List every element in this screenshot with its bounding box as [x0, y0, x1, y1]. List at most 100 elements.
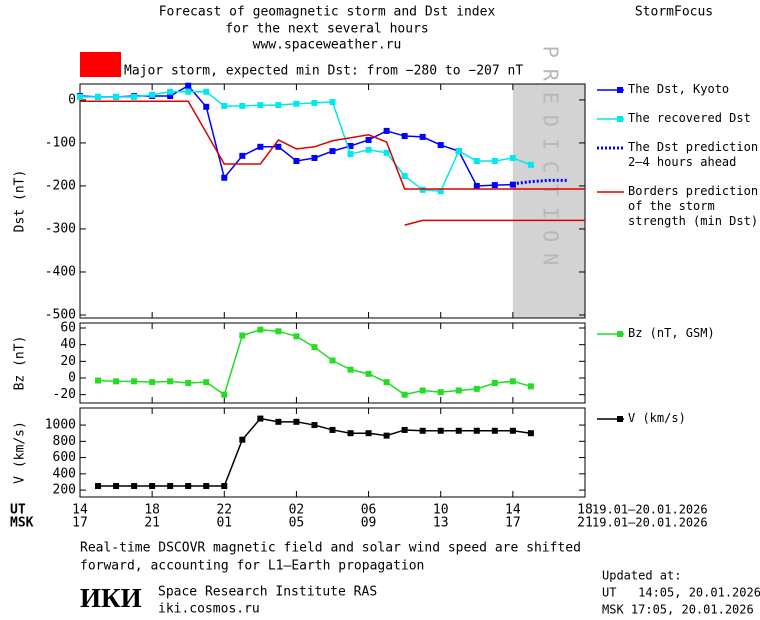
legend-label: The recovered Dst	[628, 111, 751, 125]
legend-label: Bz (nT, GSM)	[628, 326, 715, 340]
legend-label: Borders prediction of the storm strength…	[628, 184, 759, 228]
marker	[509, 154, 516, 161]
marker	[149, 379, 156, 386]
y-axis-title: Bz (nT)	[13, 336, 28, 391]
marker	[311, 422, 318, 429]
marker	[365, 430, 372, 437]
legend-marker	[617, 87, 623, 93]
marker	[491, 380, 498, 386]
marker	[383, 149, 390, 156]
marker	[203, 483, 210, 490]
y-tick-label: -200	[45, 178, 76, 193]
marker	[473, 385, 480, 392]
marker	[95, 93, 102, 100]
marker	[419, 133, 426, 140]
marker	[401, 173, 408, 180]
plot-frame	[79, 407, 586, 498]
marker	[455, 148, 462, 155]
marker	[437, 389, 444, 396]
marker	[311, 344, 318, 351]
marker	[257, 143, 264, 150]
marker	[113, 378, 120, 385]
x-tick-label: 14	[505, 503, 521, 518]
marker	[239, 436, 246, 443]
marker	[77, 93, 83, 100]
marker	[131, 93, 138, 100]
marker	[95, 377, 102, 384]
marker	[239, 102, 246, 109]
marker	[401, 133, 408, 140]
marker	[527, 430, 534, 437]
marker	[437, 142, 444, 149]
y-tick-label: 40	[60, 337, 76, 352]
title: www.spaceweather.ru	[253, 38, 402, 53]
marker	[149, 91, 156, 98]
x2-axis-title: MSK	[10, 516, 34, 531]
x2-tick-label: 21	[144, 516, 160, 531]
legend-label: The Dst, Kyoto	[628, 82, 730, 96]
marker	[311, 99, 318, 106]
plot-frame	[79, 322, 586, 404]
marker	[509, 427, 516, 434]
marker	[383, 127, 390, 134]
marker	[491, 182, 498, 189]
x2-tick-label: 05	[289, 516, 305, 531]
marker	[419, 427, 426, 434]
y-tick-label: 200	[53, 483, 76, 498]
marker	[329, 99, 336, 106]
marker	[167, 88, 174, 95]
marker	[401, 391, 408, 398]
x-tick-label: 18	[577, 503, 593, 518]
x-tick-label: 02	[289, 503, 305, 518]
note: Real-time DSCOVR magnetic field and sola…	[80, 541, 581, 556]
marker	[131, 483, 138, 490]
x-tick-label: 22	[216, 503, 232, 518]
marker	[473, 182, 480, 189]
note: forward, accounting for L1–Earth propaga…	[80, 559, 424, 574]
marker	[347, 142, 354, 149]
series-line	[98, 328, 532, 396]
marker	[203, 88, 210, 95]
series-line	[80, 100, 585, 190]
x-tick-label: 18	[144, 503, 160, 518]
marker	[293, 100, 300, 107]
marker	[167, 483, 174, 490]
y-tick-label: 1000	[45, 418, 76, 433]
title: Forecast of geomagnetic storm and Dst in…	[159, 5, 496, 20]
legend-label: The Dst prediction 2–4 hours ahead	[628, 140, 759, 169]
brand: StormFocus	[635, 5, 713, 20]
x2-tick-label: 21	[577, 516, 593, 531]
marker	[113, 93, 120, 100]
marker	[437, 427, 444, 434]
y-tick-label: -400	[45, 264, 76, 279]
marker	[221, 102, 228, 109]
y-tick-label: 60	[60, 321, 76, 336]
marker	[401, 426, 408, 433]
x2-tick-label: 13	[433, 516, 449, 531]
marker	[473, 157, 480, 164]
marker	[527, 383, 534, 390]
marker	[167, 378, 174, 385]
marker	[383, 379, 390, 386]
legend-marker	[617, 116, 623, 122]
marker	[239, 152, 246, 159]
y-tick-label: -20	[53, 387, 76, 402]
marker	[365, 136, 372, 143]
marker	[491, 157, 498, 164]
marker	[293, 157, 300, 164]
series-line	[98, 417, 531, 487]
marker	[257, 415, 264, 422]
marker	[419, 186, 426, 193]
updated-label: Updated at:	[602, 569, 681, 583]
legend-label: V (km/s)	[628, 411, 686, 425]
institute: Space Research Institute RAS	[158, 585, 377, 600]
x-tick-label: 14	[72, 503, 88, 518]
title: for the next several hours	[225, 22, 429, 37]
marker	[275, 418, 282, 425]
marker	[437, 188, 444, 195]
marker	[203, 379, 210, 386]
y-tick-label: 0	[68, 92, 76, 107]
marker	[257, 326, 264, 333]
marker	[221, 391, 228, 398]
